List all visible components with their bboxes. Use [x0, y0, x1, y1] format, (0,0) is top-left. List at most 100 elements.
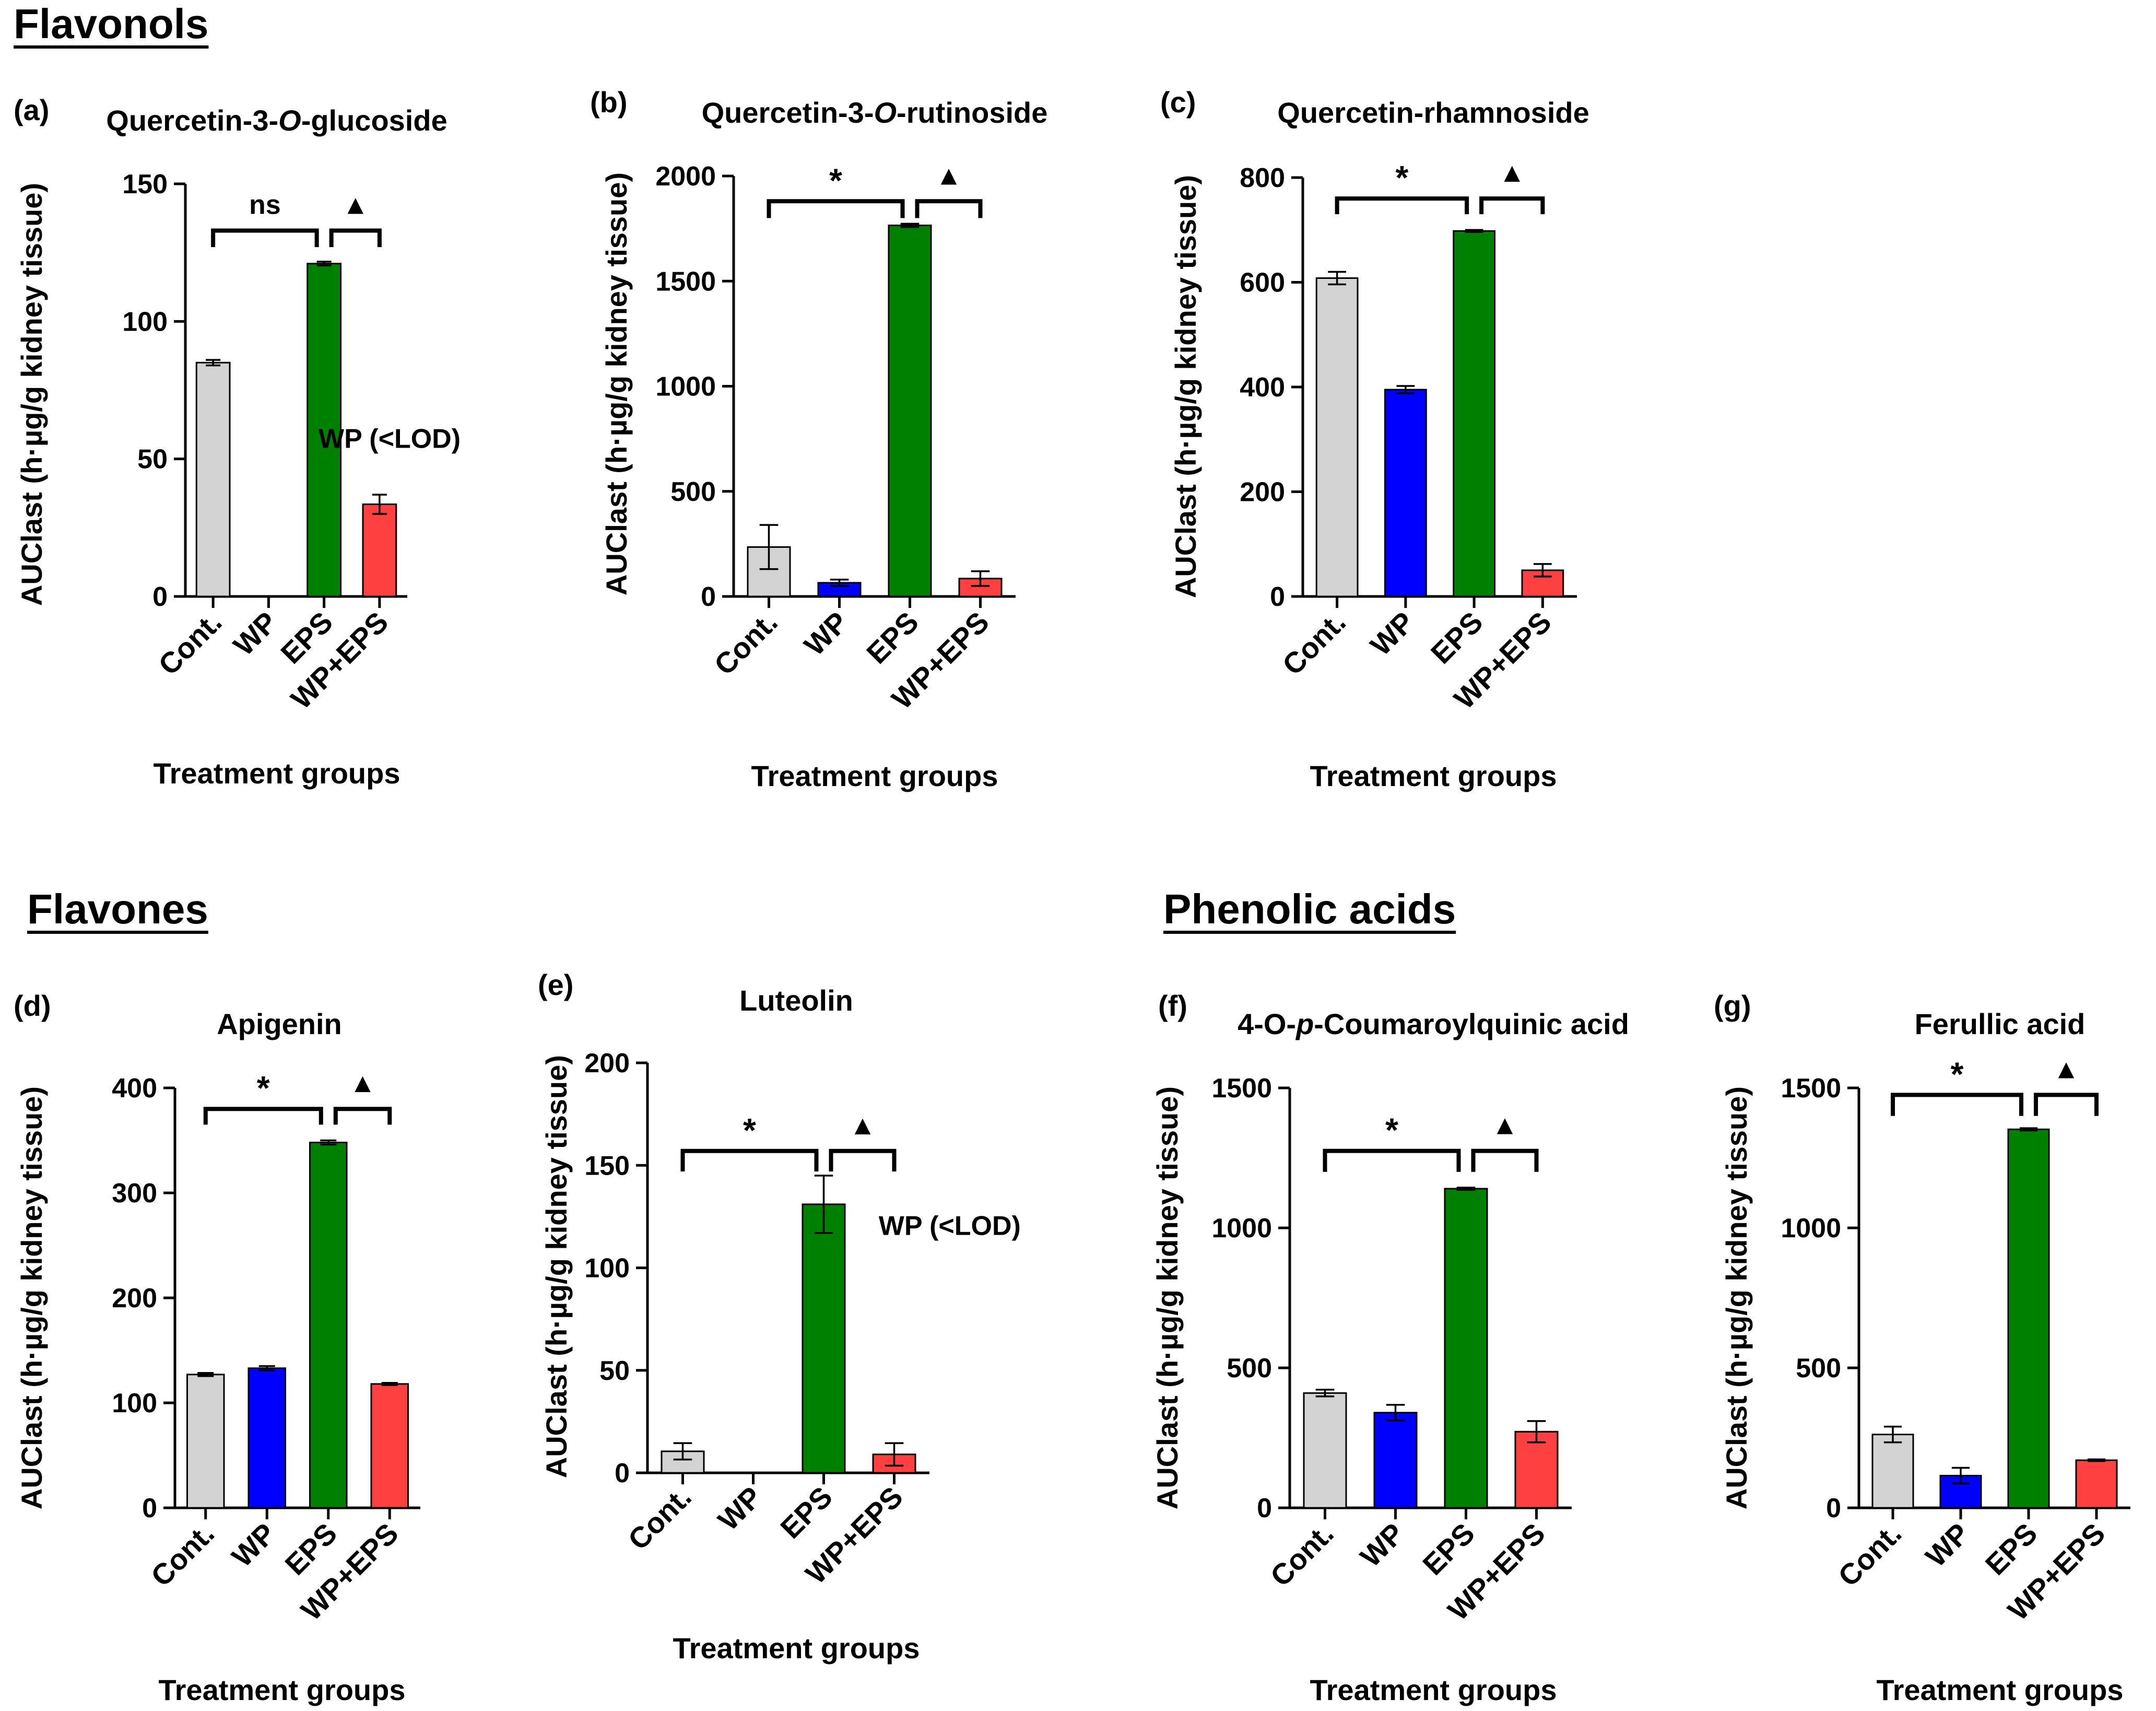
significance-label: * — [1385, 1111, 1398, 1149]
y-tick-label: 50 — [599, 1356, 630, 1386]
bar — [1315, 277, 1359, 597]
y-tick-label: 150 — [584, 1151, 630, 1181]
significance-bracket — [2034, 1093, 2099, 1116]
bar — [195, 361, 231, 597]
significance-label: * — [743, 1111, 756, 1149]
panel-label: (c) — [1160, 86, 1196, 119]
panel-label: (g) — [1714, 989, 1751, 1022]
y-tick-label: 1000 — [655, 372, 716, 402]
bar — [309, 1142, 348, 1509]
y-tick-label: 200 — [1240, 477, 1285, 508]
annotation-note: WP (<LOD) — [879, 1211, 1021, 1241]
panel-label: (f) — [1158, 989, 1187, 1022]
y-tick-label: 150 — [122, 169, 168, 200]
significance-label: ▲ — [935, 160, 962, 191]
y-tick-label: 100 — [584, 1253, 630, 1284]
bar — [1303, 1392, 1347, 1509]
category-label: WP — [798, 605, 854, 662]
panel-label: (b) — [590, 86, 628, 119]
chart-title: Luteolin — [739, 984, 853, 1017]
bar — [2007, 1128, 2050, 1509]
y-tick-label: 0 — [152, 582, 168, 612]
y-tick-label: 100 — [122, 307, 168, 337]
y-tick-label: 400 — [112, 1073, 157, 1104]
x-axis-label: Treatment groups — [154, 757, 400, 790]
chart-title-part: Quercetin-3- — [702, 96, 874, 129]
y-tick-label: 1500 — [655, 266, 716, 297]
category-label: Cont. — [1276, 605, 1352, 682]
significance-label: ▲ — [349, 1068, 376, 1098]
significance-bracket — [1479, 196, 1545, 215]
category-label: Cont. — [1264, 1517, 1340, 1593]
significance-label: * — [829, 161, 842, 199]
y-tick-label: 1500 — [1781, 1073, 1841, 1104]
chart-title: Quercetin-rhamnoside — [1277, 96, 1589, 129]
y-tick-label: 2000 — [655, 161, 716, 192]
y-tick-label: 500 — [670, 477, 716, 507]
x-axis-label: Treatment groups — [1310, 759, 1557, 792]
bar — [1373, 1412, 1418, 1509]
significance-label: * — [1395, 159, 1408, 196]
bar — [802, 1203, 846, 1474]
x-axis-label: Treatment groups — [673, 1632, 920, 1665]
category-label: Cont. — [708, 605, 784, 682]
y-tick-label: 100 — [112, 1388, 157, 1419]
bar — [1444, 1188, 1488, 1509]
chart-title-part: -rutinoside — [897, 96, 1047, 129]
category-label: Cont. — [145, 1517, 221, 1593]
significance-label: ns — [249, 190, 281, 220]
significance-bracket — [203, 1107, 323, 1125]
bar — [888, 225, 932, 597]
y-tick-label: 200 — [112, 1283, 157, 1314]
chart-title: Apigenin — [217, 1007, 342, 1040]
category-label: EPS — [860, 605, 925, 670]
y-axis-label: AUClast (h·µg/g kidney tissue) — [15, 1086, 48, 1509]
significance-label: ▲ — [2053, 1054, 2079, 1084]
x-axis-label: Treatment groups — [159, 1673, 406, 1706]
chart-title-part: O — [874, 96, 897, 129]
significance-bracket — [1891, 1093, 2023, 1116]
section-title-phenolic-acids: Phenolic acids — [1163, 886, 1456, 932]
y-axis-label: AUClast (h·µg/g kidney tissue) — [1720, 1086, 1753, 1509]
panel-label: (d) — [14, 989, 51, 1022]
y-tick-label: 600 — [1240, 268, 1285, 298]
significance-bracket — [1335, 196, 1469, 215]
chart-title-part: -glucoside — [301, 104, 447, 137]
significance-label: ▲ — [849, 1110, 876, 1141]
bar — [1871, 1434, 1914, 1509]
chart-panel-1: (a) Quercetin-3-O-glucoside 0 50 100 150 Cont.… — [14, 93, 461, 790]
section-title-flavones: Flavones — [27, 886, 208, 932]
x-axis-label: Treatment groups — [751, 759, 998, 792]
chart-title-part: 4-O- — [1238, 1007, 1296, 1040]
annotation-note: WP (<LOD) — [319, 424, 461, 454]
significance-bracket — [211, 228, 319, 248]
chart-title: 4-O-p-Coumaroylquinic acid — [1238, 1007, 1629, 1040]
y-tick-label: 1500 — [1211, 1073, 1272, 1104]
y-tick-label: 200 — [584, 1048, 630, 1079]
bar — [1384, 389, 1427, 597]
bar — [248, 1367, 286, 1509]
panel-label: (e) — [538, 968, 573, 1001]
y-tick-label: 1000 — [1211, 1213, 1272, 1244]
significance-bracket — [1323, 1149, 1461, 1172]
category-label: WP — [1364, 605, 1420, 662]
chart-title: Quercetin-3-O-glucoside — [106, 104, 447, 137]
bar — [362, 503, 397, 597]
significance-label: * — [1951, 1055, 1964, 1093]
bar — [2075, 1459, 2118, 1509]
y-tick-label: 500 — [1227, 1353, 1272, 1384]
significance-bracket — [1471, 1149, 1539, 1172]
bar — [186, 1374, 225, 1509]
y-tick-label: 500 — [1796, 1353, 1841, 1384]
chart-panel-6: (f) 4-O-p-Coumaroylquinic acid 0 500 1000 150… — [1151, 989, 1629, 1706]
chart-title-part: Ferullic acid — [1915, 1007, 2086, 1040]
significance-bracket — [329, 228, 382, 248]
chart-panel-2: (b) Quercetin-3-O-rutinoside 0 500 1000 1500 2… — [590, 86, 1047, 792]
chart-title-part: -Coumaroylquinic acid — [1314, 1007, 1629, 1040]
category-label: WP — [225, 1517, 281, 1573]
bar — [370, 1383, 409, 1509]
chart-title: Quercetin-3-O-rutinoside — [702, 96, 1048, 129]
significance-label: ▲ — [1491, 1110, 1518, 1141]
category-label: WP — [712, 1480, 768, 1537]
